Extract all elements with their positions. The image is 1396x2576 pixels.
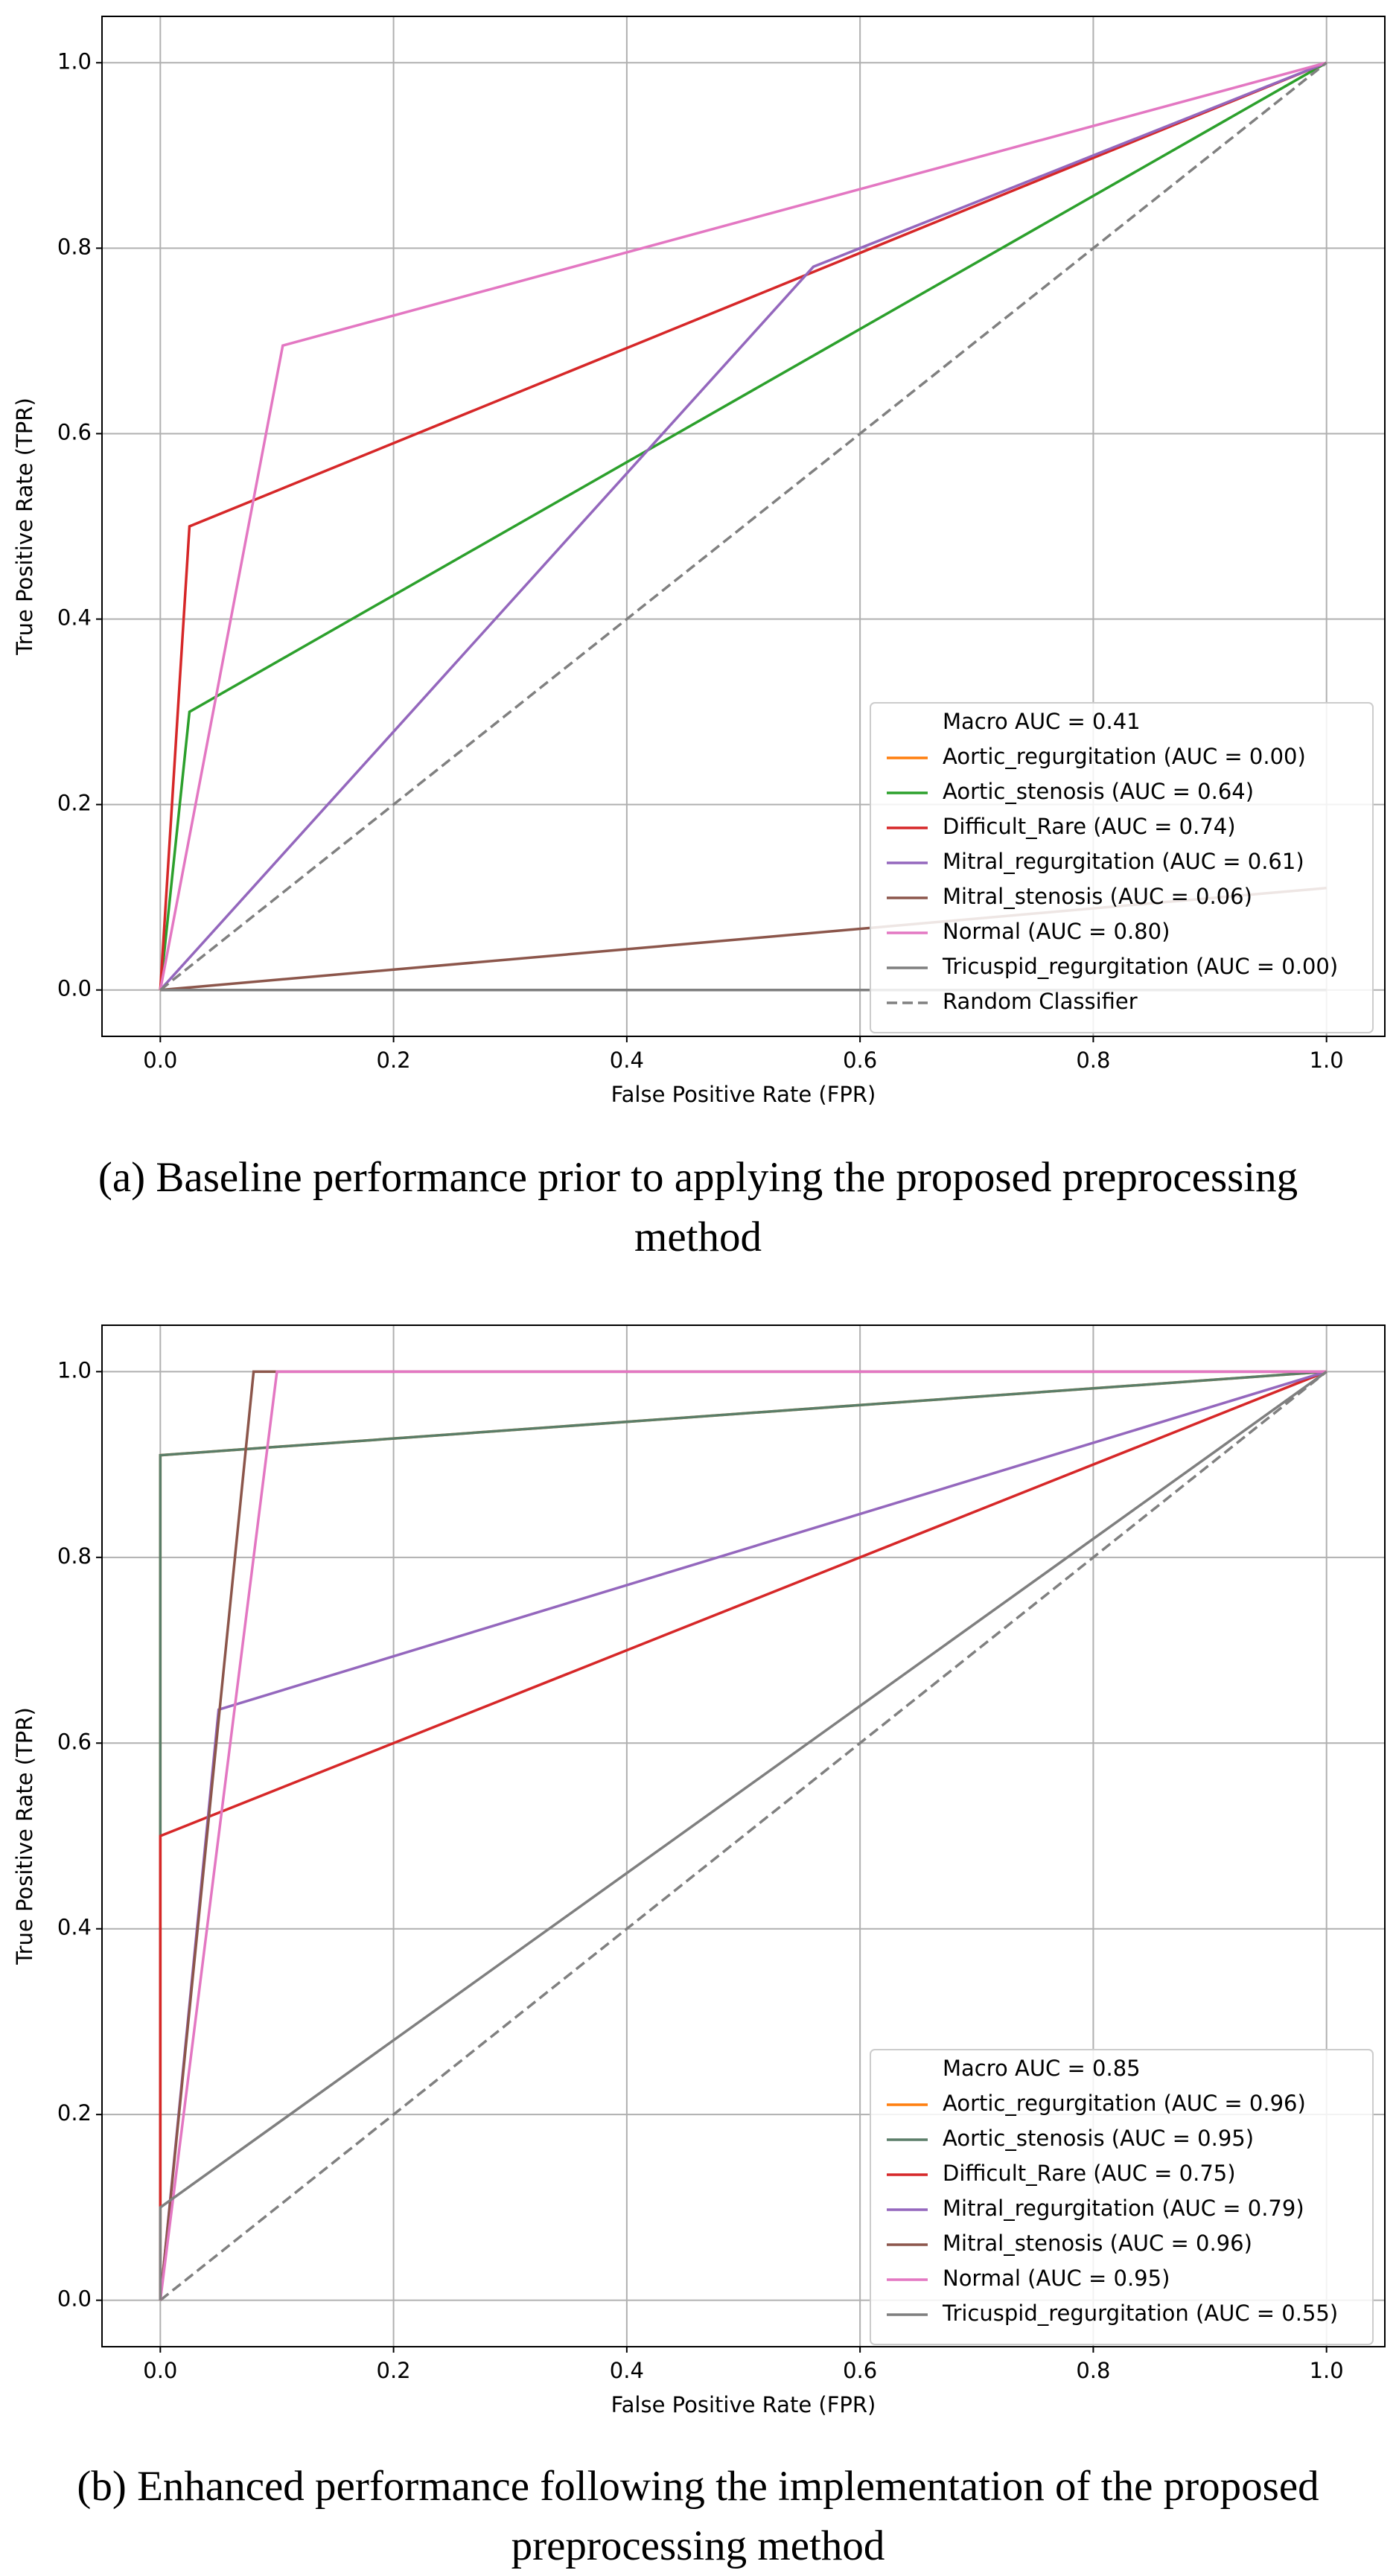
legend-label: Normal (AUC = 0.95) bbox=[943, 2266, 1170, 2291]
legend-label: Aortic_regurgitation (AUC = 0.96) bbox=[943, 2091, 1306, 2116]
legend-label: Tricuspid_regurgitation (AUC = 0.55) bbox=[942, 2301, 1338, 2326]
legend-label: Normal (AUC = 0.80) bbox=[943, 919, 1170, 944]
y-tick-label: 0.0 bbox=[57, 2286, 92, 2312]
y-tick-label: 1.0 bbox=[57, 48, 92, 74]
roc-line bbox=[159, 61, 1328, 991]
x-tick-label: 0.2 bbox=[377, 1048, 411, 1073]
roc-line bbox=[159, 1370, 1328, 2301]
y-axis-label: True Positive Rate (TPR) bbox=[12, 398, 37, 656]
legend-box bbox=[870, 702, 1374, 1033]
roc-line bbox=[159, 61, 1328, 990]
x-tick-label: 0.4 bbox=[610, 2358, 644, 2383]
legend-label: Random Classifier bbox=[943, 989, 1138, 1014]
x-tick-label: 0.0 bbox=[143, 1048, 177, 1073]
y-tick-label: 0.4 bbox=[57, 1915, 92, 1940]
roc-line bbox=[159, 61, 1328, 992]
y-tick-label: 0.6 bbox=[57, 419, 92, 444]
x-tick-label: 1.0 bbox=[1310, 1048, 1344, 1073]
x-tick-label: 0.6 bbox=[843, 2358, 877, 2383]
y-tick-label: 0.8 bbox=[57, 1543, 92, 1569]
legend-label: Mitral_regurgitation (AUC = 0.79) bbox=[943, 2196, 1304, 2221]
legend-label: Mitral_stenosis (AUC = 0.06) bbox=[943, 884, 1252, 909]
roc-line bbox=[159, 1370, 1328, 2302]
caption: (b) Enhanced performance following the i… bbox=[77, 2463, 1319, 2569]
roc-line bbox=[159, 61, 1328, 990]
plot-frame bbox=[101, 1324, 1386, 2347]
plot-frame bbox=[101, 16, 1386, 1037]
x-tick-label: 0.8 bbox=[1076, 1048, 1110, 1073]
x-tick-label: 0.6 bbox=[843, 1048, 877, 1073]
x-tick-label: 0.8 bbox=[1076, 2358, 1110, 2383]
y-axis-label: True Positive Rate (TPR) bbox=[12, 1707, 37, 1966]
roc-line bbox=[159, 61, 1328, 991]
legend-label: Difficult_Rare (AUC = 0.74) bbox=[943, 814, 1236, 839]
legend-box bbox=[870, 2049, 1374, 2345]
y-tick-label: 0.2 bbox=[57, 2100, 92, 2126]
y-tick-label: 0.2 bbox=[57, 791, 92, 816]
y-tick-label: 1.0 bbox=[57, 1357, 92, 1383]
x-axis-label: False Positive Rate (FPR) bbox=[611, 1082, 876, 1107]
x-axis-label: False Positive Rate (FPR) bbox=[611, 2392, 876, 2417]
legend-label: Aortic_stenosis (AUC = 0.95) bbox=[943, 2126, 1254, 2151]
y-tick-label: 0.4 bbox=[57, 605, 92, 631]
y-tick-label: 0.0 bbox=[57, 976, 92, 1001]
roc-line bbox=[159, 1370, 1328, 2301]
x-tick-label: 0.0 bbox=[143, 2358, 177, 2383]
legend-note: Macro AUC = 0.85 bbox=[943, 2056, 1141, 2081]
legend-label: Tricuspid_regurgitation (AUC = 0.00) bbox=[942, 954, 1338, 979]
legend-note: Macro AUC = 0.41 bbox=[943, 709, 1141, 734]
legend-label: Aortic_regurgitation (AUC = 0.00) bbox=[943, 744, 1306, 769]
x-tick-label: 1.0 bbox=[1310, 2358, 1344, 2383]
roc-line bbox=[159, 1370, 1327, 2301]
legend-label: Aortic_stenosis (AUC = 0.64) bbox=[943, 779, 1254, 804]
legend-label: Mitral_regurgitation (AUC = 0.61) bbox=[943, 849, 1304, 874]
y-tick-label: 0.6 bbox=[57, 1729, 92, 1754]
x-tick-label: 0.4 bbox=[610, 1048, 644, 1073]
caption: (a) Baseline performance prior to applyi… bbox=[98, 1154, 1298, 1260]
legend-label: Difficult_Rare (AUC = 0.75) bbox=[943, 2161, 1236, 2186]
y-tick-label: 0.8 bbox=[57, 234, 92, 259]
x-tick-label: 0.2 bbox=[377, 2358, 411, 2383]
legend-label: Mitral_stenosis (AUC = 0.96) bbox=[943, 2231, 1252, 2256]
